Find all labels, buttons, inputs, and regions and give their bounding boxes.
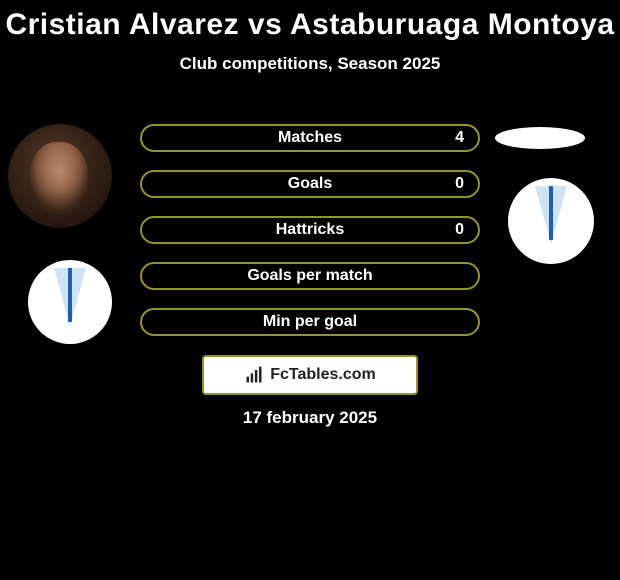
stat-label: Goals bbox=[288, 175, 332, 193]
player-left-club-badge bbox=[28, 260, 112, 344]
stat-row-hattricks: Hattricks 0 bbox=[140, 216, 480, 244]
stats-panel: Matches 4 Goals 0 Hattricks 0 Goals per … bbox=[140, 124, 480, 354]
stat-right-value: 4 bbox=[455, 129, 464, 147]
stat-right-value: 0 bbox=[455, 175, 464, 193]
subtitle: Club competitions, Season 2025 bbox=[0, 54, 620, 74]
club-badge-pennant-icon bbox=[54, 268, 86, 326]
stat-label: Matches bbox=[278, 129, 342, 147]
stat-row-goals: Goals 0 bbox=[140, 170, 480, 198]
player-left-avatar bbox=[8, 124, 112, 228]
stat-label: Goals per match bbox=[247, 267, 372, 285]
fctables-label: FcTables.com bbox=[270, 366, 376, 384]
stat-label: Hattricks bbox=[276, 221, 344, 239]
comparison-date: 17 february 2025 bbox=[0, 408, 620, 428]
fctables-watermark: FcTables.com bbox=[202, 355, 418, 395]
club-badge-pennant-icon bbox=[535, 186, 567, 244]
bar-chart-icon bbox=[244, 365, 264, 385]
page-title: Cristian Alvarez vs Astaburuaga Montoya bbox=[0, 0, 620, 42]
stat-row-min-per-goal: Min per goal bbox=[140, 308, 480, 336]
player-right-avatar-placeholder bbox=[495, 127, 585, 149]
stat-row-matches: Matches 4 bbox=[140, 124, 480, 152]
player-right-club-badge bbox=[508, 178, 594, 264]
stat-label: Min per goal bbox=[263, 313, 357, 331]
stat-row-goals-per-match: Goals per match bbox=[140, 262, 480, 290]
stat-right-value: 0 bbox=[455, 221, 464, 239]
